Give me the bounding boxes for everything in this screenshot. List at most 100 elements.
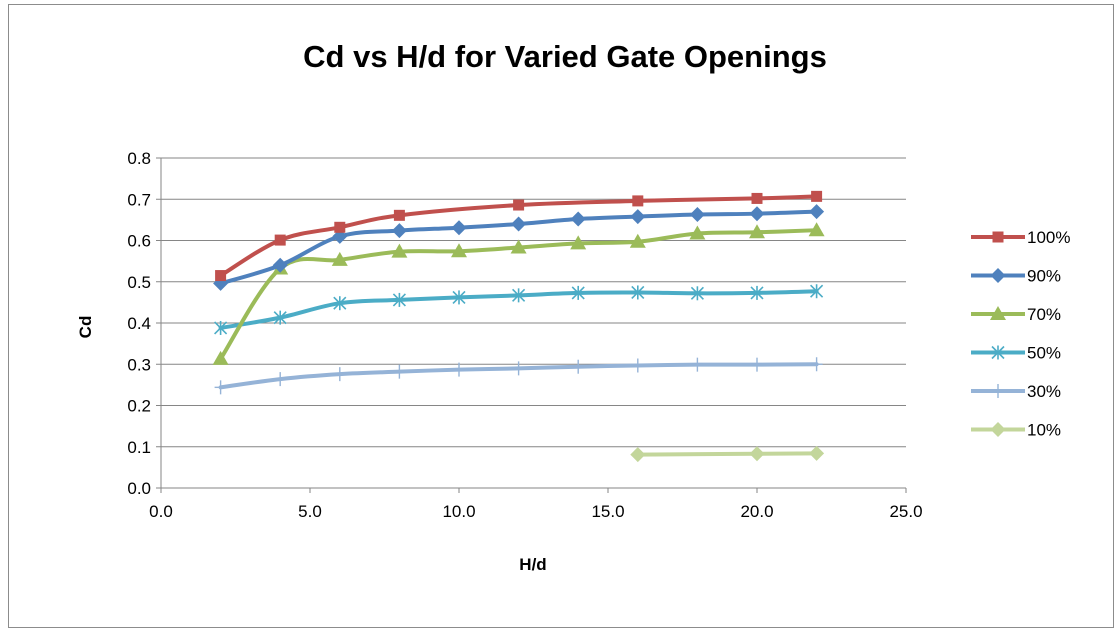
data-point: [810, 284, 824, 299]
data-point: [750, 285, 764, 300]
series-70pct: [212, 222, 825, 365]
legend-marker: [990, 268, 1006, 283]
legend-label: 90%: [1027, 267, 1061, 286]
data-point: [691, 357, 704, 372]
data-point: [214, 320, 228, 335]
series-50pct: [214, 284, 824, 335]
data-point: [393, 364, 406, 379]
series-90pct: [213, 204, 825, 291]
y-tick-label: 0.3: [127, 355, 151, 374]
legend-marker: [990, 422, 1006, 437]
data-point: [451, 220, 467, 236]
x-tick-label: 20.0: [740, 502, 773, 521]
data-point: [751, 192, 763, 204]
data-point: [512, 361, 525, 376]
data-point: [809, 204, 825, 220]
data-point: [751, 357, 763, 372]
data-point: [274, 372, 287, 387]
legend-marker: [992, 231, 1004, 243]
legend-item: 10%: [971, 421, 1061, 440]
y-tick-label: 0.6: [127, 232, 151, 251]
data-point: [632, 195, 644, 207]
legend-item: 50%: [971, 344, 1061, 363]
data-point: [391, 223, 407, 239]
data-point: [512, 288, 526, 303]
data-point: [212, 350, 229, 365]
series-30pct: [214, 357, 823, 395]
data-point: [215, 270, 227, 282]
x-tick-label: 10.0: [442, 502, 475, 521]
line-chart: Cd vs H/d for Varied Gate Openings 0.0 0.…: [76, 39, 1070, 574]
data-point: [331, 251, 348, 266]
legend-label: 30%: [1027, 382, 1061, 401]
y-axis-label: Cd: [76, 316, 95, 339]
legend-marker: [992, 384, 1004, 398]
series-line: [218, 228, 819, 361]
data-point: [570, 235, 587, 250]
y-tick-label: 0.0: [127, 479, 151, 498]
data-point: [811, 190, 823, 202]
data-point: [452, 290, 466, 305]
legend-label: 50%: [1027, 344, 1061, 363]
data-point: [631, 358, 644, 373]
data-point: [810, 357, 823, 372]
series-line: [635, 451, 819, 457]
data-point: [749, 206, 765, 222]
legend-label: 10%: [1027, 421, 1061, 440]
data-point: [511, 216, 527, 232]
data-point: [510, 239, 527, 254]
data-point: [689, 225, 706, 240]
data-point: [333, 296, 347, 311]
x-tick-label: 25.0: [889, 502, 922, 521]
x-tick-label: 0.0: [149, 502, 173, 521]
axes: 0.0 0.1 0.2 0.3 0.4 0.5 0.6 0.7 0.8 0.0 5.0 10.0 15.…: [127, 149, 922, 521]
data-point: [809, 445, 825, 461]
data-point: [392, 292, 406, 307]
data-point: [631, 285, 645, 300]
data-point: [690, 286, 704, 301]
chart-area: Cd vs H/d for Varied Gate Openings 0.0 0.…: [8, 4, 1114, 628]
legend-marker: [990, 306, 1006, 320]
data-point: [629, 233, 646, 248]
legend-marker: [991, 345, 1005, 360]
legend-label: 100%: [1027, 228, 1070, 247]
series-10pct: [630, 445, 825, 463]
legend-item: 100%: [971, 228, 1070, 247]
series-100pct: [215, 190, 823, 282]
y-tick-label: 0.4: [127, 314, 151, 333]
data-point: [572, 359, 585, 374]
x-tick-label: 15.0: [591, 502, 624, 521]
data-point: [393, 209, 405, 221]
data-point: [273, 310, 287, 325]
data-point: [749, 446, 765, 462]
data-point: [214, 380, 227, 395]
data-point: [571, 285, 585, 300]
data-point: [808, 222, 825, 237]
legend-item: 70%: [971, 305, 1061, 324]
y-tick-label: 0.2: [127, 397, 151, 416]
data-point: [749, 224, 765, 239]
y-tick-label: 0.1: [127, 438, 151, 457]
legend-item: 30%: [971, 382, 1061, 401]
gridlines: [161, 157, 906, 448]
legend: 100% 90% 70% 50% 30% 10%: [971, 228, 1070, 440]
data-point: [630, 209, 646, 225]
data-point: [513, 199, 525, 211]
data-point: [274, 234, 286, 246]
y-tick-label: 0.5: [127, 273, 151, 292]
x-tick-label: 5.0: [298, 502, 322, 521]
y-tick-label: 0.8: [127, 149, 151, 168]
data-point: [391, 243, 408, 258]
series-lines: [212, 190, 825, 463]
data-point: [334, 221, 346, 233]
data-point: [689, 207, 705, 223]
legend-label: 70%: [1027, 305, 1061, 324]
legend-item: 90%: [971, 267, 1061, 286]
data-point: [453, 362, 465, 377]
data-point: [570, 211, 586, 227]
data-point: [333, 367, 346, 382]
data-point: [451, 243, 467, 258]
chart-title: Cd vs H/d for Varied Gate Openings: [303, 39, 827, 74]
data-point: [272, 257, 288, 273]
x-axis-label: H/d: [519, 555, 546, 574]
